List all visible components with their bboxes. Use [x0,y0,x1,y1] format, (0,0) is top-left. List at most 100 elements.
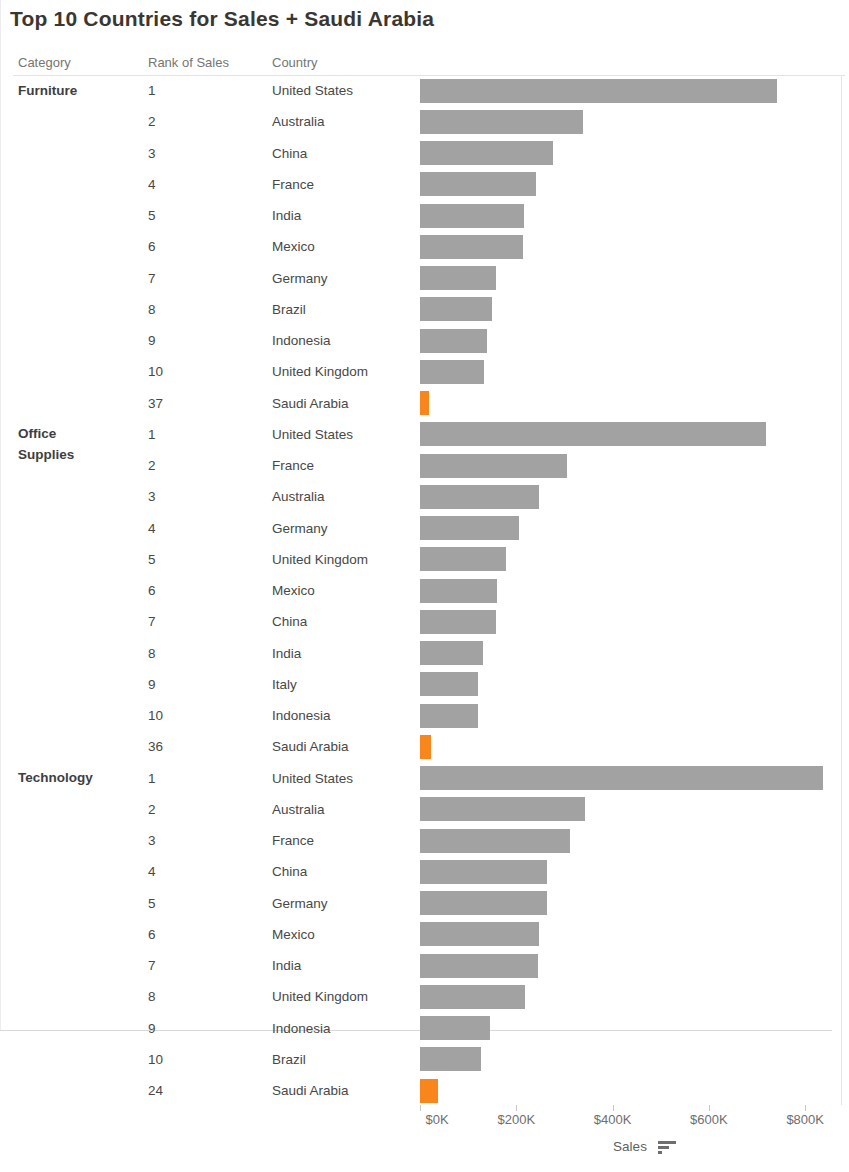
country-cell[interactable]: Australia [272,481,325,512]
country-cell[interactable]: United States [272,763,353,794]
country-cell[interactable]: Indonesia [272,1013,331,1044]
country-cell[interactable]: China [272,138,307,169]
country-cell[interactable]: Germany [272,888,328,919]
rank-cell[interactable]: 3 [148,481,156,512]
sales-bar[interactable] [420,672,478,696]
rank-cell[interactable]: 8 [148,638,156,669]
country-cell[interactable]: Australia [272,794,325,825]
sales-bar-highlighted[interactable] [420,391,429,415]
rank-cell[interactable]: 1 [148,75,156,106]
country-cell[interactable]: France [272,450,314,481]
sales-bar[interactable] [420,485,539,509]
rank-cell[interactable]: 9 [148,669,156,700]
sort-descending-icon[interactable] [658,1141,678,1155]
sales-bar[interactable] [420,172,536,196]
country-cell[interactable]: United States [272,419,353,450]
sales-bar-highlighted[interactable] [420,1079,438,1103]
country-cell[interactable]: United Kingdom [272,356,368,387]
sales-bar[interactable] [420,297,492,321]
category-cell[interactable]: Technology [18,768,113,789]
country-cell[interactable]: China [272,856,307,887]
rank-cell[interactable]: 10 [148,700,163,731]
rank-cell[interactable]: 5 [148,200,156,231]
rank-cell[interactable]: 5 [148,888,156,919]
sales-bar[interactable] [420,797,585,821]
country-cell[interactable]: Brazil [272,1044,306,1075]
sales-bar[interactable] [420,454,567,478]
rank-cell[interactable]: 7 [148,950,156,981]
country-cell[interactable]: India [272,200,301,231]
sales-bar[interactable] [420,860,547,884]
rank-cell[interactable]: 6 [148,231,156,262]
country-cell[interactable]: India [272,638,301,669]
sales-bar[interactable] [420,610,496,634]
rank-cell[interactable]: 1 [148,763,156,794]
country-cell[interactable]: France [272,825,314,856]
country-cell[interactable]: Saudi Arabia [272,731,349,762]
country-cell[interactable]: Indonesia [272,700,331,731]
sales-bar[interactable] [420,579,497,603]
country-cell[interactable]: Mexico [272,575,315,606]
rank-cell[interactable]: 2 [148,106,156,137]
country-cell[interactable]: Mexico [272,231,315,262]
country-cell[interactable]: Italy [272,669,297,700]
sales-bar[interactable] [420,1047,481,1071]
rank-cell[interactable]: 9 [148,1013,156,1044]
rank-cell[interactable]: 4 [148,513,156,544]
country-cell[interactable]: United Kingdom [272,544,368,575]
rank-cell[interactable]: 2 [148,450,156,481]
rank-cell[interactable]: 9 [148,325,156,356]
sales-bar[interactable] [420,922,539,946]
country-cell[interactable]: India [272,950,301,981]
country-cell[interactable]: Germany [272,263,328,294]
rank-cell[interactable]: 37 [148,388,163,419]
rank-cell[interactable]: 6 [148,575,156,606]
country-cell[interactable]: Saudi Arabia [272,388,349,419]
sales-bar[interactable] [420,235,523,259]
sales-bar[interactable] [420,360,484,384]
sales-bar[interactable] [420,110,583,134]
sales-bar[interactable] [420,954,538,978]
rank-cell[interactable]: 10 [148,1044,163,1075]
sales-bar[interactable] [420,547,506,571]
country-cell[interactable]: Australia [272,106,325,137]
rank-cell[interactable]: 8 [148,294,156,325]
rank-cell[interactable]: 4 [148,169,156,200]
sales-bar[interactable] [420,641,483,665]
rank-cell[interactable]: 1 [148,419,156,450]
rank-cell[interactable]: 5 [148,544,156,575]
rank-cell[interactable]: 7 [148,606,156,637]
rank-cell[interactable]: 8 [148,981,156,1012]
rank-cell[interactable]: 4 [148,856,156,887]
country-cell[interactable]: France [272,169,314,200]
sales-bar-highlighted[interactable] [420,735,431,759]
category-cell[interactable]: Furniture [18,81,113,102]
country-cell[interactable]: Saudi Arabia [272,1075,349,1106]
sales-bar[interactable] [420,204,524,228]
country-cell[interactable]: Brazil [272,294,306,325]
rank-cell[interactable]: 3 [148,825,156,856]
rank-cell[interactable]: 24 [148,1075,163,1106]
rank-cell[interactable]: 36 [148,731,163,762]
rank-cell[interactable]: 6 [148,919,156,950]
country-cell[interactable]: Indonesia [272,325,331,356]
sales-bar[interactable] [420,829,570,853]
sales-bar[interactable] [420,891,547,915]
country-cell[interactable]: Mexico [272,919,315,950]
sales-bar[interactable] [420,766,823,790]
x-axis-title[interactable]: Sales [613,1139,647,1154]
country-cell[interactable]: United Kingdom [272,981,368,1012]
rank-cell[interactable]: 2 [148,794,156,825]
country-cell[interactable]: Germany [272,513,328,544]
rank-cell[interactable]: 3 [148,138,156,169]
rank-cell[interactable]: 10 [148,356,163,387]
sales-bar[interactable] [420,1016,490,1040]
rank-cell[interactable]: 7 [148,263,156,294]
sales-bar[interactable] [420,985,525,1009]
sales-bar[interactable] [420,79,777,103]
sales-bar[interactable] [420,329,487,353]
country-cell[interactable]: United States [272,75,353,106]
sales-bar[interactable] [420,422,766,446]
country-cell[interactable]: China [272,606,307,637]
sales-bar[interactable] [420,704,478,728]
